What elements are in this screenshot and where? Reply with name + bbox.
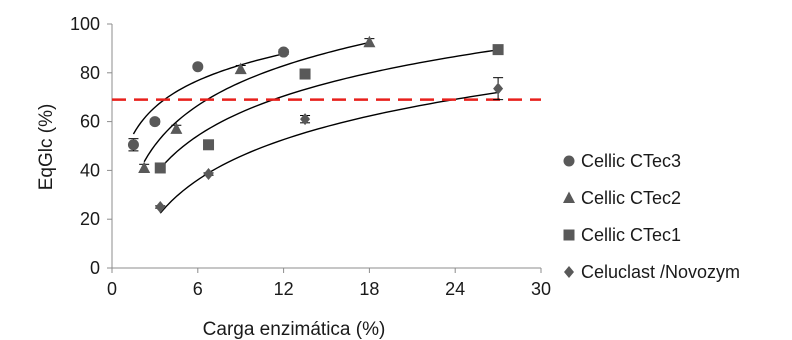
point-series-1 [149,116,161,128]
legend-marker-1 [563,155,575,167]
fit-curve-1 [132,53,284,135]
y-tick-label: 100 [70,14,100,34]
legend-marker-3 [563,229,575,241]
legend: Cellic CTec3 Cellic CTec2 Cellic CTec1 Celu… [563,151,740,282]
fit-curve-3 [159,49,499,170]
error-bars [128,38,504,209]
x-tick-label: 30 [531,279,551,299]
tick-labels: 0 6 12 18 24 30 0 20 40 60 80 100 [70,14,551,299]
legend-marker-2 [563,191,575,203]
fit-curves [132,41,499,214]
x-axis-title: Carga enzimática (%) [203,319,386,340]
point-series-2 [170,122,183,134]
legend-marker-4 [564,266,574,278]
point-series-4 [493,82,504,95]
point-series-3 [203,139,215,151]
data-points [127,35,504,213]
point-series-1 [192,61,204,73]
legend-label-1: Cellic CTec3 [581,151,681,171]
y-tick-label: 60 [80,112,100,132]
point-series-2 [363,35,376,48]
x-tick-label: 12 [274,279,294,299]
fit-curve-4 [159,91,499,214]
point-series-3 [492,44,504,56]
point-series-3 [154,162,166,174]
y-tick-label: 0 [90,258,100,278]
x-tick-label: 24 [445,279,465,299]
y-tick-label: 40 [80,160,100,180]
legend-label-2: Cellic CTec2 [581,188,681,208]
y-tick-label: 80 [80,63,100,83]
axes [107,23,542,273]
point-series-2 [234,62,247,75]
x-tick-label: 18 [359,279,379,299]
point-series-4 [300,113,311,126]
point-series-1 [278,46,290,58]
legend-label-4: Celuclast /Novozym [581,262,740,282]
y-tick-label: 20 [80,209,100,229]
point-series-4 [203,168,214,181]
legend-label-3: Cellic CTec1 [581,225,681,245]
point-series-1 [127,139,139,151]
x-tick-label: 6 [193,279,203,299]
point-series-3 [299,68,311,80]
y-axis-title: EqGlc (%) [36,104,57,191]
x-tick-label: 0 [107,279,117,299]
point-series-2 [138,161,151,173]
fit-curve-2 [143,41,370,163]
point-series-4 [155,201,166,213]
